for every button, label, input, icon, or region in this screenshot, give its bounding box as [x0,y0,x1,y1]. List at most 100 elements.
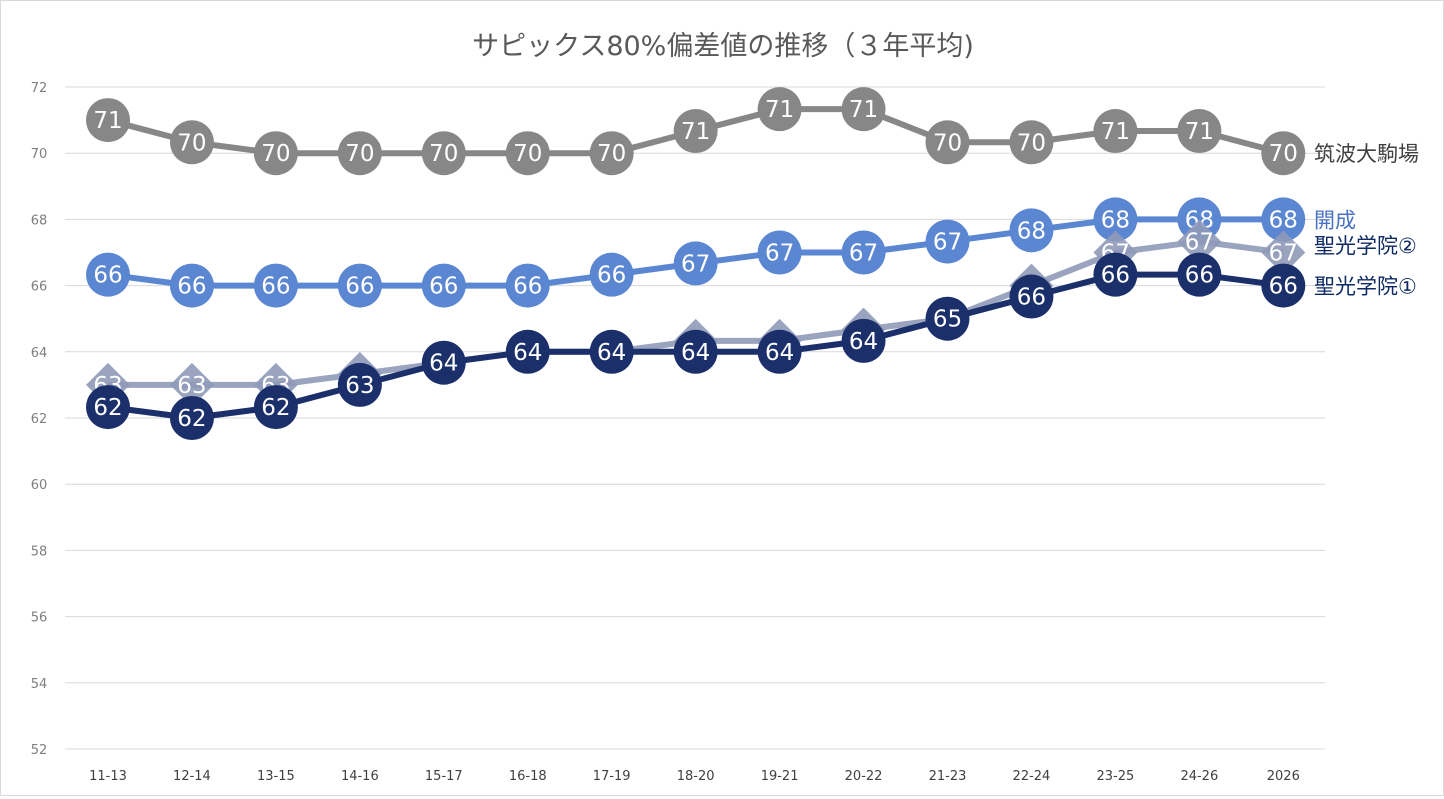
data-label: 66 [345,274,374,300]
data-point [757,329,802,374]
series-3: 62 62 62 63 64 64 64 64 64 64 65 66 66 66 66 [86,252,1306,440]
data-point [169,263,214,308]
data-point [421,340,466,385]
x-tick-label: 19-21 [761,769,799,784]
data-point [505,329,550,374]
x-tick-label: 20-22 [845,769,883,784]
data-point [1009,120,1054,165]
y-tick-label: 60 [31,478,48,493]
data-label: 70 [261,141,290,167]
data-point [1093,197,1138,242]
data-point [86,385,130,430]
data-point [757,87,802,132]
x-tick-label: 18-20 [677,769,715,784]
data-label: 64 [597,340,626,366]
data-label: 62 [93,395,122,421]
data-point [589,131,634,176]
data-label: 67 [849,241,878,267]
data-point [1177,252,1222,297]
data-label: 71 [849,97,878,123]
data-label: 66 [261,274,290,300]
data-point [925,296,970,341]
data-point [169,120,214,165]
data-label: 63 [177,373,206,399]
series-end-label: 筑波大駒場 [1314,142,1419,166]
data-label: 62 [177,406,206,432]
data-label: 64 [429,351,458,377]
data-label: 66 [1185,263,1214,289]
data-point [1261,131,1306,176]
data-label: 67 [681,251,710,277]
data-label: 64 [765,340,794,366]
data-label: 70 [345,141,374,167]
data-point [169,396,214,440]
data-point [1177,109,1222,154]
data-point [505,131,550,176]
series-end-label: 聖光学院② [1314,234,1417,258]
data-point [925,120,970,165]
data-label: 71 [681,119,710,145]
x-tick-label: 23-25 [1097,769,1135,784]
x-tick-label: 21-23 [929,769,967,784]
series-0: 71 70 70 70 70 70 70 71 71 71 70 70 71 71 70 [86,87,1306,176]
data-label: 68 [1017,218,1046,244]
data-point-diamond [169,362,214,407]
y-tick-label: 66 [31,280,48,295]
data-point [841,318,886,363]
data-label: 66 [597,263,626,289]
data-label: 70 [597,141,626,167]
data-point [589,252,634,297]
data-label: 68 [1101,207,1130,233]
data-point [1009,208,1054,253]
data-point [1093,252,1138,297]
data-label: 66 [1269,274,1298,300]
data-point [589,329,634,374]
x-tick-label: 13-15 [257,769,295,784]
data-label: 67 [933,230,962,256]
data-label: 67 [1269,241,1298,267]
data-label: 66 [513,274,542,300]
series-end-label: 聖光学院① [1314,275,1417,299]
x-tick-label: 12-14 [173,769,211,784]
data-label: 66 [1101,263,1130,289]
data-label: 70 [429,141,458,167]
data-point [337,131,382,176]
data-label: 70 [933,130,962,156]
data-point [337,362,382,407]
data-label: 71 [1101,119,1130,145]
y-tick-label: 58 [31,544,48,559]
x-tick-label: 11-13 [89,769,127,784]
data-point [337,263,382,308]
series-end-label: 開成 [1314,208,1356,232]
y-tick-label: 72 [31,81,48,96]
data-label: 64 [849,329,878,355]
data-label: 68 [1269,207,1298,233]
data-label: 62 [261,395,290,421]
data-label: 70 [513,141,542,167]
y-tick-label: 64 [31,346,48,361]
x-tick-label: 15-17 [425,769,463,784]
data-label: 71 [1185,119,1214,145]
y-tick-label: 62 [31,412,48,427]
data-label: 64 [681,340,710,366]
data-label: 65 [933,307,962,333]
x-tick-label: 2026 [1267,769,1300,784]
series-1: 666666666666666767676768686868 [86,197,1306,308]
data-label: 64 [513,340,542,366]
data-point [505,263,550,308]
data-point [1177,197,1222,242]
data-label: 63 [345,373,374,399]
data-point [841,87,886,132]
data-point [253,263,298,308]
data-point [925,219,970,264]
data-point [86,98,130,143]
data-label: 70 [1017,130,1046,156]
y-tick-label: 52 [31,743,48,758]
y-tick-label: 56 [31,611,48,626]
y-tick-label: 68 [31,213,48,228]
data-point [673,109,718,154]
data-label: 71 [93,108,122,134]
chart-title: サピックス80%偏差値の推移（３年平均) [472,31,974,62]
data-point-diamond [1261,230,1306,275]
